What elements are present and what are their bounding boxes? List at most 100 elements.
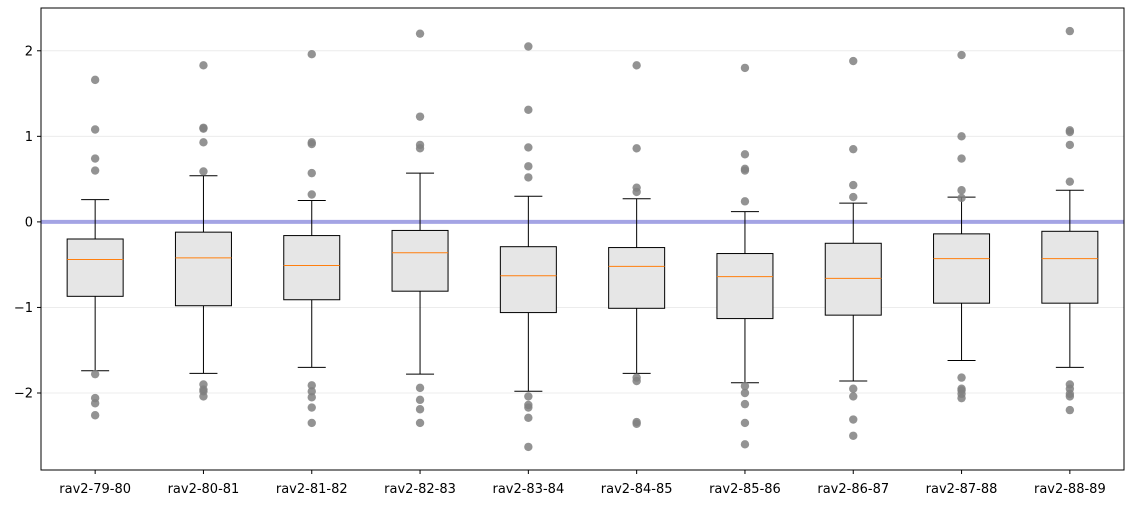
outlier-point (524, 403, 533, 412)
box-rav2-88-89 (1041, 189, 1099, 368)
iqr-box (391, 229, 449, 292)
outlier-point (1065, 392, 1075, 401)
x-tick-label: rav2-82-83 (384, 482, 456, 497)
x-tick-label: rav2-86-87 (817, 482, 889, 497)
iqr-box (66, 238, 124, 297)
outlier-point (1065, 177, 1075, 186)
outlier-point (415, 395, 425, 405)
outlier-point (524, 442, 533, 452)
outlier-point (740, 399, 750, 409)
outlier-point (199, 138, 208, 147)
outlier-point (957, 193, 966, 203)
outlier-point (307, 403, 316, 412)
outlier-point (849, 180, 858, 190)
outlier-point (307, 168, 316, 178)
y-axis: 2 1 0 −1 −2 (14, 44, 41, 402)
outlier-point (740, 440, 750, 449)
x-tick-label: rav2-88-89 (1034, 482, 1106, 497)
x-tick-label: rav2-84-85 (601, 482, 673, 497)
outlier-point (849, 192, 858, 202)
outlier-point (632, 61, 641, 70)
outlier-point (740, 418, 750, 428)
x-tick-label: rav2-83-84 (492, 482, 564, 497)
outlier-point (849, 431, 858, 440)
outlier-point (957, 373, 966, 382)
outlier-point (307, 387, 316, 396)
y-tick-label: 0 (25, 215, 33, 230)
box-rav2-81-82 (283, 200, 341, 368)
box-rav2-82-83 (391, 172, 449, 375)
box-series (66, 172, 1099, 392)
outlier-point (307, 381, 316, 390)
outlier-point (524, 162, 533, 171)
iqr-box (608, 247, 666, 309)
outlier-point (740, 150, 750, 159)
outlier-point (307, 139, 316, 149)
outlier-point (199, 392, 208, 401)
iqr-box (283, 235, 341, 301)
outlier-point (524, 42, 533, 51)
x-tick-label: rav2-81-82 (276, 482, 348, 497)
outlier-point (307, 190, 316, 199)
y-tick-label: 2 (25, 44, 33, 59)
box-rav2-86-87 (824, 202, 882, 382)
outlier-point (524, 413, 533, 423)
outlier-point (199, 61, 208, 70)
y-tick-label: −2 (14, 387, 33, 402)
outlier-point (415, 144, 425, 153)
outlier-point (740, 166, 750, 175)
outlier-point (415, 418, 425, 428)
outlier-point (957, 132, 966, 141)
x-tick-label: rav2-80-81 (168, 482, 240, 497)
iqr-box (716, 253, 774, 320)
box-rav2-85-86 (716, 211, 774, 384)
x-tick-label: rav2-87-88 (926, 482, 998, 497)
outlier-point (957, 186, 966, 195)
outlier-point (632, 376, 641, 386)
outlier-point (957, 393, 966, 403)
outlier-point (199, 124, 208, 133)
outlier-point (415, 29, 425, 38)
outlier-point (90, 369, 100, 379)
iqr-box (1041, 230, 1099, 304)
outlier-point (632, 144, 641, 153)
outlier-point (90, 154, 100, 163)
outlier-point (849, 144, 858, 154)
box-rav2-80-81 (174, 175, 232, 374)
iqr-box (933, 233, 991, 304)
outlier-point (849, 415, 858, 424)
y-tick-label: −1 (14, 301, 33, 316)
outlier-point (849, 56, 858, 66)
outlier-point (524, 173, 533, 182)
box-rav2-83-84 (499, 195, 557, 392)
outlier-point (740, 197, 750, 206)
outlier-point (307, 418, 316, 428)
outlier-point (849, 384, 858, 393)
plot-area-frame (40, 7, 1125, 471)
iqr-box (174, 231, 232, 307)
outlier-point (90, 166, 100, 175)
outlier-point (740, 381, 750, 391)
outlier-point (415, 405, 425, 414)
outlier-point (1065, 405, 1075, 415)
outlier-point (415, 112, 425, 121)
outlier-point (632, 187, 641, 197)
box-rav2-79-80 (66, 199, 124, 372)
outlier-point (1065, 127, 1075, 137)
outlier-point (1065, 140, 1075, 150)
iqr-box (499, 246, 557, 314)
outlier-point (90, 411, 100, 420)
outlier-point (90, 399, 100, 408)
outlier-point (740, 63, 750, 73)
outlier-point (307, 50, 316, 59)
x-tick-label: rav2-85-86 (709, 482, 781, 497)
outlier-point (90, 75, 100, 85)
outlier-point (199, 167, 208, 176)
iqr-box (824, 242, 882, 316)
x-axis: rav2-79-80 rav2-80-81 rav2-81-82 rav2-82-83… (59, 470, 1106, 497)
box-rav2-84-85 (608, 198, 666, 374)
y-tick-label: 1 (25, 130, 33, 145)
outlier-point (90, 125, 100, 134)
outlier-point (957, 50, 966, 60)
